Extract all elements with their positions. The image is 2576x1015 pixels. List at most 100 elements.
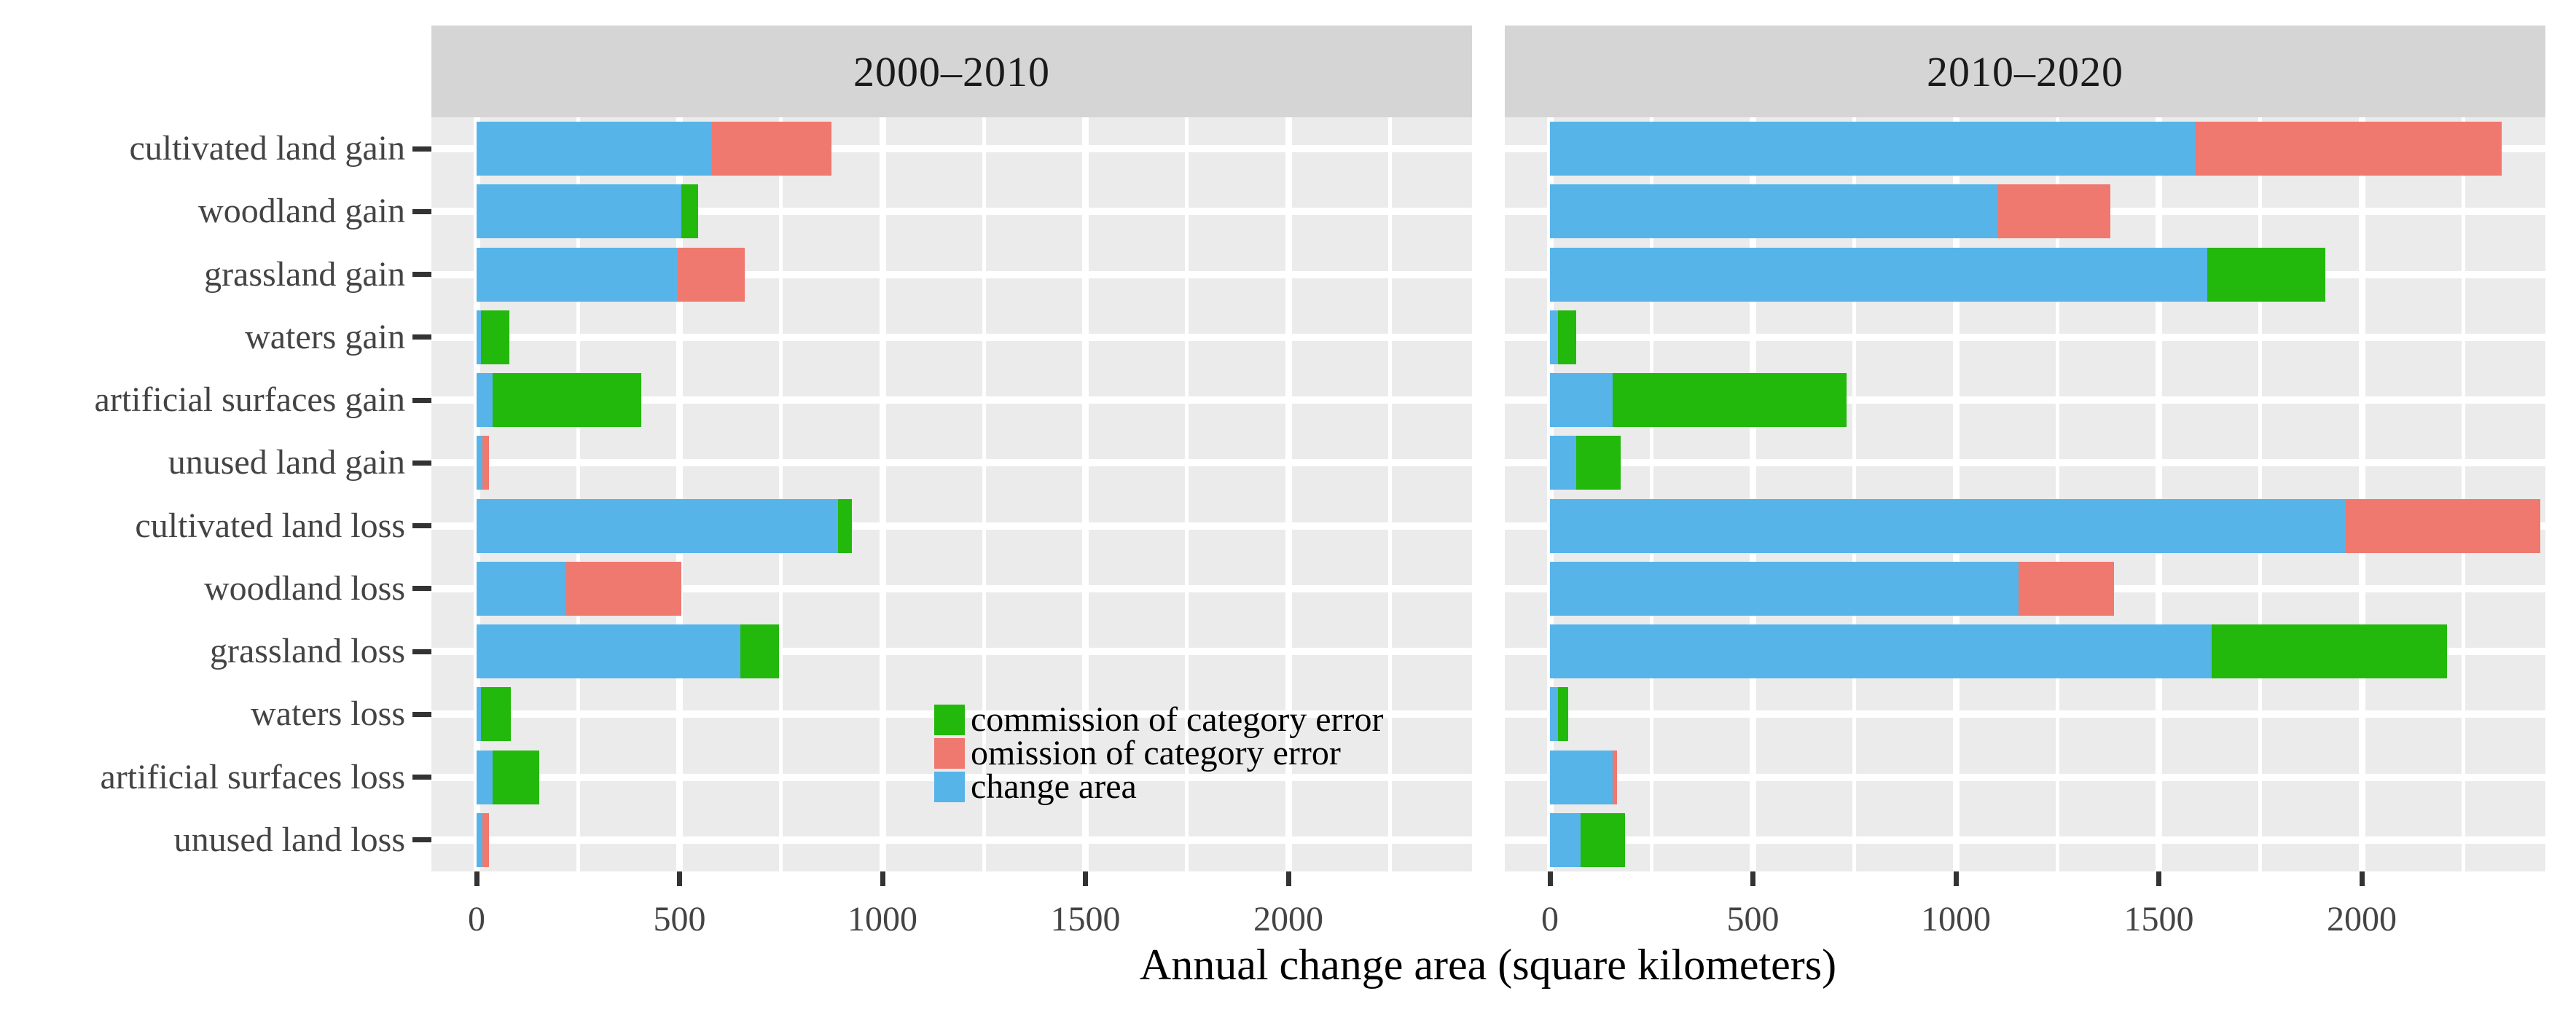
major-gridline-horizontal bbox=[1505, 459, 2545, 467]
bar-segment-commission bbox=[1558, 687, 1569, 742]
major-gridline bbox=[1546, 117, 1554, 871]
major-gridline-horizontal bbox=[1505, 773, 2545, 781]
major-gridline bbox=[676, 117, 683, 871]
x-axis-tick-label: 2000 bbox=[2327, 900, 2397, 938]
bar-segment-change bbox=[477, 750, 493, 804]
bar-segment-commission bbox=[480, 687, 512, 742]
legend-swatch-icon bbox=[934, 738, 965, 769]
bar-segment-change bbox=[1550, 687, 1559, 742]
y-axis-tick-mark bbox=[412, 586, 431, 592]
x-axis-tick-label: 0 bbox=[1541, 900, 1559, 938]
y-axis-tick-mark bbox=[412, 208, 431, 214]
x-axis-tick-label: 500 bbox=[1726, 900, 1780, 938]
bar-segment-omission bbox=[712, 122, 832, 176]
bar-segment-change bbox=[1550, 436, 1577, 490]
bar-segment-commission bbox=[493, 373, 641, 428]
legend-label: change area bbox=[971, 767, 1137, 806]
bar-segment-commission bbox=[740, 624, 779, 679]
x-axis-tick-mark bbox=[1953, 871, 1959, 886]
bar-segment-commission bbox=[1558, 310, 1577, 364]
x-axis-tick-mark bbox=[1285, 871, 1291, 886]
y-axis-tick-mark bbox=[412, 146, 431, 152]
major-gridline-horizontal bbox=[431, 648, 1472, 656]
panel-title: 2010–2020 bbox=[1927, 47, 2123, 95]
bar-segment-change bbox=[477, 561, 566, 616]
bar-segment-change bbox=[477, 122, 713, 176]
minor-gridline bbox=[2055, 117, 2059, 871]
minor-gridline bbox=[779, 117, 783, 871]
x-axis-tick-mark bbox=[2156, 871, 2161, 886]
legend-item: omission of category error bbox=[934, 736, 1341, 771]
major-gridline-horizontal bbox=[431, 522, 1472, 530]
bar-segment-change bbox=[477, 687, 481, 742]
x-axis-tick-label: 1500 bbox=[2123, 900, 2194, 938]
x-axis-tick-mark bbox=[880, 871, 885, 886]
legend-item: commission of category error bbox=[934, 702, 1383, 737]
bar-segment-commission bbox=[837, 498, 853, 553]
legend: commission of category error omission of … bbox=[934, 702, 1590, 806]
bar-segment-commission bbox=[1580, 812, 1626, 867]
legend-item: change area bbox=[934, 767, 1137, 806]
legend-swatch-icon bbox=[934, 705, 965, 735]
bar-segment-commission bbox=[2211, 624, 2447, 679]
y-axis-tick-mark bbox=[412, 648, 431, 654]
facet-strip: 2000–2010 bbox=[431, 26, 1472, 117]
major-gridline-horizontal bbox=[431, 459, 1472, 467]
y-axis-label: unused land gain bbox=[168, 443, 405, 482]
bar-segment-change bbox=[477, 247, 678, 302]
y-axis-label: waters loss bbox=[251, 694, 405, 734]
bar-segment-omission bbox=[482, 436, 489, 490]
bar-segment-omission bbox=[565, 561, 682, 616]
minor-gridline bbox=[576, 117, 580, 871]
bar-segment-change bbox=[477, 310, 481, 364]
y-axis-tick-mark bbox=[412, 272, 431, 278]
bar-segment-commission bbox=[2207, 247, 2325, 302]
major-gridline-horizontal bbox=[431, 145, 1472, 153]
y-axis-tick-mark bbox=[412, 460, 431, 466]
major-gridline-horizontal bbox=[431, 208, 1472, 216]
y-axis-label: grassland gain bbox=[204, 254, 405, 294]
y-axis-label: woodland loss bbox=[204, 568, 405, 608]
major-gridline bbox=[1285, 117, 1292, 871]
minor-gridline bbox=[1185, 117, 1189, 871]
x-axis-tick-label: 1000 bbox=[847, 900, 917, 938]
bar-segment-change bbox=[477, 436, 483, 490]
minor-gridline bbox=[2258, 117, 2263, 871]
major-gridline-horizontal bbox=[431, 584, 1472, 592]
bar-segment-change bbox=[1550, 373, 1613, 428]
major-gridline bbox=[1952, 117, 1960, 871]
bar-segment-change bbox=[1550, 561, 2019, 616]
major-gridline bbox=[879, 117, 886, 871]
x-axis-tick-mark bbox=[1547, 871, 1553, 886]
bar-segment-omission bbox=[482, 812, 489, 867]
x-axis-tick-mark bbox=[1083, 871, 1088, 886]
major-gridline-horizontal bbox=[1505, 836, 2545, 844]
major-gridline-horizontal bbox=[1505, 396, 2545, 404]
bar-segment-change bbox=[477, 373, 493, 428]
major-gridline bbox=[2358, 117, 2365, 871]
bar-segment-change bbox=[1550, 812, 1581, 867]
bar-segment-change bbox=[1550, 750, 1613, 804]
bar-segment-change bbox=[1550, 122, 2196, 176]
panel-title: 2000–2010 bbox=[853, 47, 1050, 95]
minor-gridline bbox=[1387, 117, 1392, 871]
bar-segment-commission bbox=[493, 750, 540, 804]
y-axis-tick-mark bbox=[412, 775, 431, 780]
x-axis-tick-mark bbox=[2359, 871, 2365, 886]
y-axis-label: unused land loss bbox=[173, 820, 405, 859]
bar-segment-change bbox=[477, 498, 838, 553]
y-axis-tick-mark bbox=[412, 837, 431, 843]
bar-segment-change bbox=[1550, 184, 1999, 239]
bar-segment-change bbox=[477, 812, 483, 867]
x-axis-tick-label: 1500 bbox=[1050, 900, 1121, 938]
x-axis-tick-label: 500 bbox=[653, 900, 706, 938]
bar-segment-commission bbox=[1576, 436, 1621, 490]
major-gridline-horizontal bbox=[1505, 710, 2545, 718]
bar-segment-omission bbox=[1998, 184, 2110, 239]
y-axis-tick-mark bbox=[412, 523, 431, 529]
plot-panel bbox=[1505, 117, 2545, 871]
y-axis-label: cultivated land loss bbox=[135, 506, 405, 545]
y-axis-tick-mark bbox=[412, 334, 431, 340]
bar-segment-omission bbox=[2345, 498, 2541, 553]
